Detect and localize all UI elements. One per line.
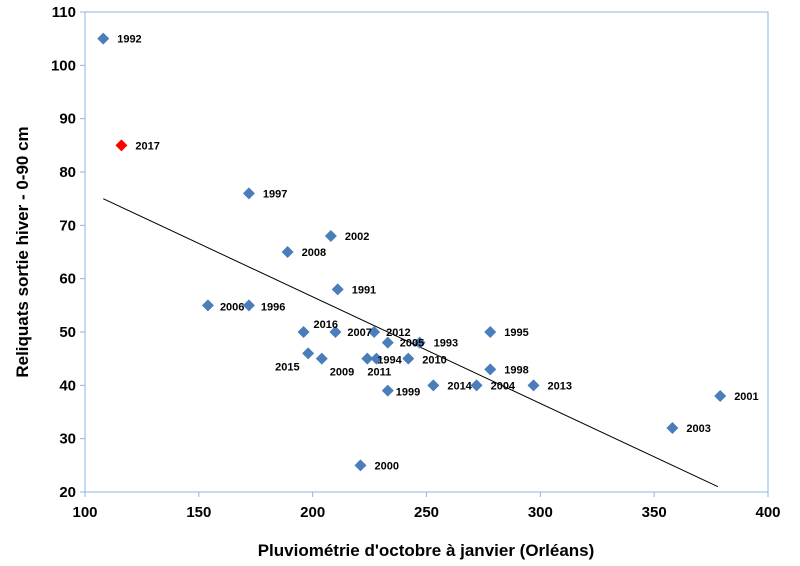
point-label-2001: 2001: [734, 391, 758, 403]
data-point-2007: [329, 326, 342, 338]
x-tick-label: 250: [414, 504, 439, 521]
y-tick-label: 100: [51, 57, 76, 74]
point-label-2003: 2003: [686, 423, 710, 435]
point-label-1995: 1995: [504, 327, 528, 339]
point-label-1996: 1996: [261, 301, 285, 313]
point-label-2008: 2008: [302, 247, 326, 259]
point-label-1999: 1999: [396, 387, 420, 399]
point-label-2010: 2010: [422, 355, 446, 367]
y-tick-label: 50: [59, 324, 76, 341]
point-label-2009: 2009: [330, 367, 354, 379]
point-label-1991: 1991: [352, 284, 376, 296]
data-point-2003: [666, 422, 679, 434]
data-point-2012: [368, 326, 381, 338]
point-label-2002: 2002: [345, 231, 369, 243]
data-point-1999: [381, 384, 394, 397]
x-tick-label: 300: [528, 504, 553, 521]
data-points: [97, 32, 727, 472]
point-label-2012: 2012: [386, 327, 410, 339]
data-point-2004: [470, 379, 483, 392]
data-point-1995: [484, 326, 497, 338]
data-point-1992: [97, 32, 110, 45]
data-point-1991: [331, 283, 344, 296]
data-point-1996: [242, 299, 255, 312]
point-label-2016: 2016: [314, 319, 338, 331]
y-tick-label: 80: [59, 164, 76, 181]
data-point-2015: [302, 347, 315, 360]
y-tick-label: 30: [59, 431, 76, 448]
data-point-1997: [242, 187, 255, 200]
point-label-2006: 2006: [220, 301, 244, 313]
data-point-1998: [484, 363, 497, 376]
y-tick-label: 60: [59, 271, 76, 288]
y-tick-label: 90: [59, 111, 76, 128]
y-tick-label: 20: [59, 484, 76, 501]
y-tick-label: 40: [59, 377, 76, 394]
data-point-2000: [354, 459, 367, 472]
data-point-2017: [115, 139, 128, 152]
point-label-1993: 1993: [434, 338, 458, 350]
point-label-2013: 2013: [548, 380, 572, 392]
point-label-2014: 2014: [447, 380, 472, 392]
point-label-1998: 1998: [504, 364, 528, 376]
point-label-2011: 2011: [367, 367, 391, 379]
data-point-1994: [361, 352, 374, 365]
x-axis-title: Pluviométrie d'octobre à janvier (Orléan…: [258, 541, 595, 560]
point-label-2004: 2004: [491, 380, 516, 392]
data-point-2011: [370, 352, 383, 365]
data-point-2016: [297, 326, 310, 338]
data-point-2009: [315, 352, 328, 365]
data-point-1993: [413, 336, 426, 349]
point-labels: 1992 2017 1997 2002 2008 1991 2006 1996 2016 2007…: [117, 34, 758, 473]
data-point-2002: [324, 230, 337, 242]
trend-line: [103, 198, 719, 488]
point-label-1994: 1994: [377, 355, 402, 367]
y-tick-label: 110: [52, 4, 76, 21]
point-label-2007: 2007: [347, 327, 371, 339]
y-axis-ticks: 20 30 40 50 60 70 80 90 100 110: [51, 4, 85, 501]
y-axis-title: Reliquats sortie hiver - 0-90 cm: [13, 126, 32, 377]
x-tick-label: 200: [300, 504, 325, 521]
data-point-2008: [281, 246, 294, 258]
point-label-2015: 2015: [275, 361, 299, 373]
x-tick-label: 400: [755, 504, 780, 521]
point-label-2000: 2000: [374, 460, 398, 472]
data-point-2010: [402, 352, 415, 365]
x-tick-label: 100: [72, 504, 97, 521]
x-tick-label: 350: [642, 504, 667, 521]
point-label-1992: 1992: [117, 34, 141, 46]
data-point-2001: [714, 390, 727, 402]
x-axis-ticks: 100 150 200 250 300 350 400: [72, 492, 781, 521]
y-tick-label: 70: [59, 217, 76, 234]
data-point-2014: [427, 379, 440, 392]
point-label-2005: 2005: [400, 338, 424, 350]
data-point-2005: [381, 336, 394, 349]
x-tick-label: 150: [186, 504, 211, 521]
plot-area: [84, 11, 769, 493]
point-label-2017: 2017: [135, 140, 159, 152]
data-point-2006: [201, 299, 214, 312]
data-point-2013: [527, 379, 540, 392]
point-label-1997: 1997: [263, 188, 287, 200]
